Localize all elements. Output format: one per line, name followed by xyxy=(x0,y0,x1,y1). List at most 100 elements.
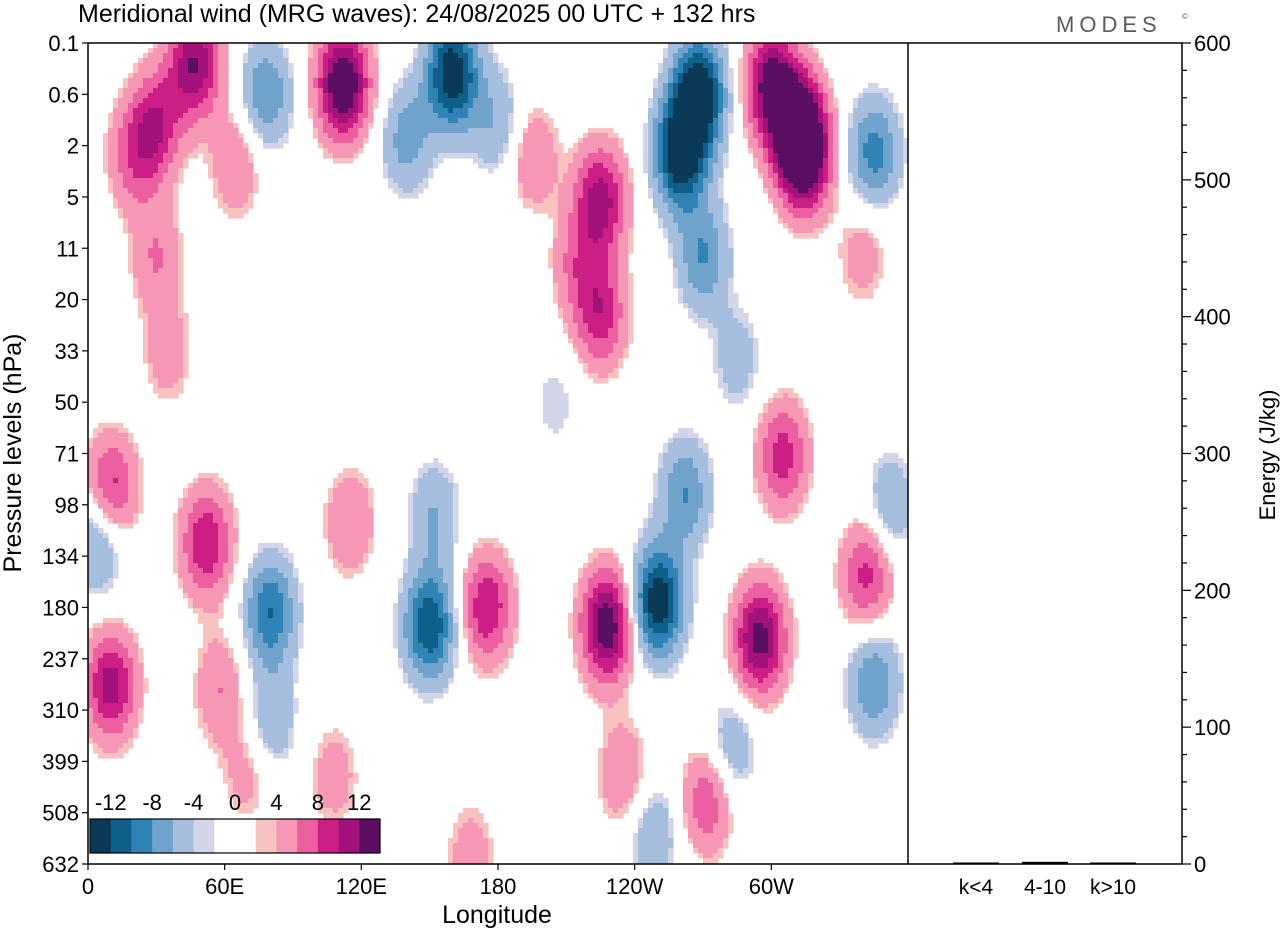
heatmap-cell xyxy=(348,108,354,114)
heatmap-cell xyxy=(568,203,574,209)
heatmap-cell xyxy=(428,73,434,79)
heatmap-cell xyxy=(593,273,599,279)
heatmap-cell xyxy=(253,108,259,114)
heatmap-cell xyxy=(128,113,134,119)
heatmap-cell xyxy=(438,93,444,99)
heatmap-cell xyxy=(158,268,164,274)
heatmap-cell xyxy=(778,413,784,419)
heatmap-cell xyxy=(798,73,804,79)
heatmap-cell xyxy=(848,248,854,254)
heatmap-cell xyxy=(113,203,119,209)
heatmap-cell xyxy=(818,138,824,144)
heatmap-cell xyxy=(733,373,739,379)
heatmap-cell xyxy=(533,128,539,134)
heatmap-cell xyxy=(223,48,229,54)
heatmap-cell xyxy=(273,48,279,54)
heatmap-cell xyxy=(798,103,804,109)
heatmap-cell xyxy=(388,138,394,144)
heatmap-cell xyxy=(548,393,554,399)
heatmap-cell xyxy=(823,218,829,224)
heatmap-cell xyxy=(628,233,634,239)
heatmap-cell xyxy=(773,93,779,99)
heatmap-cell xyxy=(578,258,584,264)
heatmap-cell xyxy=(703,163,709,169)
heatmap-cell xyxy=(133,83,139,89)
heatmap-cell xyxy=(268,143,274,149)
heatmap-cell xyxy=(733,338,739,344)
heatmap-cell xyxy=(778,188,784,194)
heatmap-cell xyxy=(113,168,119,174)
heatmap-cell xyxy=(853,148,859,154)
heatmap-cell xyxy=(123,133,129,139)
heatmap-cell xyxy=(168,388,174,394)
heatmap-cell xyxy=(853,238,859,244)
heatmap-cell xyxy=(533,208,539,214)
heatmap-cell xyxy=(253,93,259,99)
heatmap-cell xyxy=(143,73,149,79)
heatmap-cell xyxy=(723,83,729,89)
heatmap-cell xyxy=(368,83,374,89)
heatmap-cell xyxy=(133,223,139,229)
heatmap-cell xyxy=(178,43,184,49)
heatmap-cell xyxy=(798,173,804,179)
heatmap-cell xyxy=(183,363,189,369)
heatmap-cell xyxy=(673,88,679,94)
heatmap-cell xyxy=(688,138,694,144)
heatmap-cell xyxy=(853,168,859,174)
heatmap-cell xyxy=(863,88,869,94)
heatmap-cell xyxy=(793,163,799,169)
heatmap-cell xyxy=(223,113,229,119)
heatmap-cell xyxy=(653,148,659,154)
heatmap-cell xyxy=(608,198,614,204)
heatmap-cell xyxy=(193,43,199,49)
heatmap-cell xyxy=(413,188,419,194)
heatmap-cell xyxy=(598,338,604,344)
heatmap-cell xyxy=(718,48,724,54)
heatmap-cell xyxy=(138,193,144,199)
heatmap-cell xyxy=(178,333,184,339)
heatmap-cell xyxy=(708,113,714,119)
heatmap-cell xyxy=(828,203,834,209)
heatmap-cell xyxy=(433,133,439,139)
heatmap-cell xyxy=(253,63,259,69)
heatmap-cell xyxy=(743,383,749,389)
heatmap-cell xyxy=(213,68,219,74)
heatmap-cell xyxy=(153,138,159,144)
heatmap-cell xyxy=(143,283,149,289)
heatmap-cell xyxy=(118,163,124,169)
heatmap-cell xyxy=(443,123,449,129)
heatmap-cell xyxy=(268,58,274,64)
heatmap-cell xyxy=(583,333,589,339)
heatmap-cell xyxy=(418,108,424,114)
heatmap-cell xyxy=(658,93,664,99)
heatmap-cell xyxy=(578,338,584,344)
heatmap-cell xyxy=(788,138,794,144)
heatmap-cell xyxy=(828,103,834,109)
heatmap-cell xyxy=(148,68,154,74)
heatmap-cell xyxy=(593,378,599,384)
heatmap-cell xyxy=(438,53,444,59)
heatmap-cell xyxy=(623,273,629,279)
heatmap-cell xyxy=(608,213,614,219)
heatmap-cell xyxy=(523,148,529,154)
heatmap-cell xyxy=(588,143,594,149)
heatmap-cell xyxy=(128,98,134,104)
heatmap-cell xyxy=(863,278,869,284)
heatmap-cell xyxy=(143,303,149,309)
heatmap-cell xyxy=(818,123,824,129)
heatmap-cell xyxy=(583,168,589,174)
heatmap-cell xyxy=(163,78,169,84)
heatmap-cell xyxy=(603,208,609,214)
heatmap-cell xyxy=(728,78,734,84)
heatmap-cell xyxy=(193,108,199,114)
heatmap-cell xyxy=(688,148,694,154)
heatmap-cell xyxy=(768,148,774,154)
heatmap-cell xyxy=(898,148,904,154)
heatmap-cell xyxy=(548,383,554,389)
heatmap-cell xyxy=(833,198,839,204)
heatmap-cell xyxy=(413,98,419,104)
heatmap-cell xyxy=(698,303,704,309)
heatmap-cell xyxy=(528,183,534,189)
heatmap-cell xyxy=(373,43,379,49)
heatmap-cell xyxy=(708,148,714,154)
